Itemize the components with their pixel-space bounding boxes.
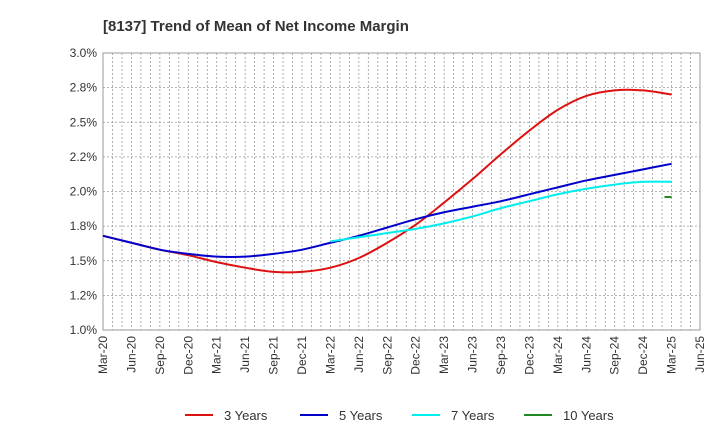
y-tick-label: 3.0%: [70, 46, 98, 60]
series-line-3-years: [102, 88, 672, 274]
y-tick-label: 1.8%: [70, 219, 98, 233]
x-tick-label: Mar-22: [323, 336, 337, 374]
x-tick-label: Jun-22: [352, 336, 366, 373]
x-tick-label: Dec-24: [636, 336, 650, 375]
legend-label-7-years: 7 Years: [451, 408, 495, 423]
x-tick-label: Jun-25: [693, 336, 707, 373]
x-tick-label: Sep-22: [380, 336, 394, 375]
y-axis-ticks: 1.0% 1.2% 1.5% 1.8% 2.0% 2.2% 2.5% 2.8% 3.0%: [70, 46, 98, 337]
y-tick-label: 1.2%: [70, 288, 98, 302]
x-tick-label: Jun-23: [466, 336, 480, 373]
y-tick-label: 1.0%: [70, 323, 98, 337]
x-axis-ticks: Mar-20 Jun-20 Sep-20 Dec-20 Mar-21 Jun-21 Sep-…: [96, 336, 707, 375]
x-tick-label: Mar-25: [665, 336, 679, 374]
x-tick-label: Mar-21: [210, 336, 224, 374]
x-tick-label: Dec-20: [181, 336, 195, 375]
x-tick-label: Jun-20: [124, 336, 138, 373]
y-tick-label: 2.8%: [70, 81, 98, 95]
series-line-5-years: [102, 162, 672, 258]
x-tick-label: Dec-22: [409, 336, 423, 375]
legend-label-5-years: 5 Years: [339, 408, 383, 423]
x-tick-label: Mar-24: [551, 336, 565, 374]
x-tick-label: Sep-21: [267, 336, 281, 375]
x-tick-label: Jun-24: [579, 336, 593, 373]
chart-title: [8137] Trend of Mean of Net Income Margi…: [103, 18, 409, 35]
legend: 3 Years 5 Years 7 Years 10 Years: [185, 408, 614, 423]
series-line-7-years: [330, 180, 672, 243]
y-tick-label: 2.2%: [70, 150, 98, 164]
x-tick-label: Sep-24: [608, 336, 622, 375]
grid-lines: [103, 53, 700, 330]
x-tick-label: Dec-23: [522, 336, 536, 375]
y-tick-label: 2.5%: [70, 115, 98, 129]
x-tick-label: Jun-21: [238, 336, 252, 373]
series-lines: [102, 88, 672, 274]
x-tick-label: Mar-20: [96, 336, 110, 374]
x-tick-label: Sep-23: [494, 336, 508, 375]
y-tick-label: 1.5%: [70, 254, 98, 268]
legend-label-3-years: 3 Years: [224, 408, 268, 423]
legend-label-10-years: 10 Years: [563, 408, 614, 423]
x-tick-label: Sep-20: [153, 336, 167, 375]
x-tick-label: Dec-21: [295, 336, 309, 375]
y-tick-label: 2.0%: [70, 185, 98, 199]
x-tick-label: Mar-23: [437, 336, 451, 374]
